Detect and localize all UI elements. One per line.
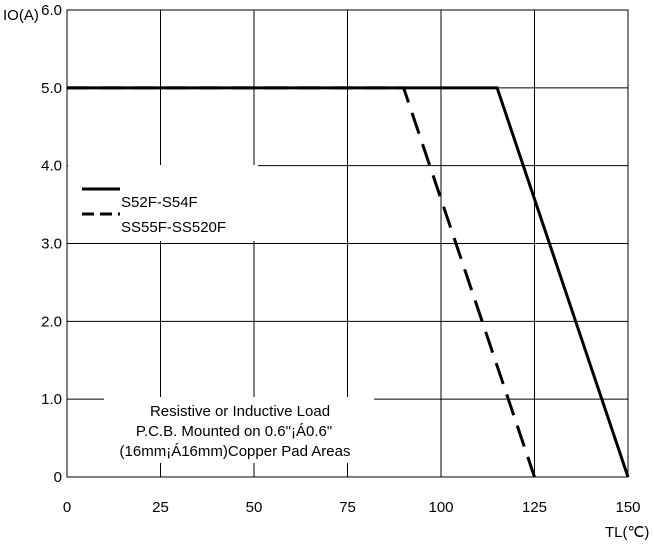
series-line-2 <box>67 86 536 478</box>
y-tick-label: 6.0 <box>41 2 62 19</box>
x-tick-label: 75 <box>339 499 356 516</box>
series-layer <box>67 86 630 478</box>
x-tick-label: 25 <box>152 499 169 516</box>
legend: S52F-S54F SS55F-SS520F <box>82 187 226 236</box>
y-tick-label: 3.0 <box>41 236 62 253</box>
y-tick-label: 5.0 <box>41 80 62 97</box>
x-axis-title: TL(℃) <box>605 524 649 541</box>
x-tick-label: 50 <box>246 499 263 516</box>
annotation: Resistive or Inductive Load P.C.B. Mount… <box>120 403 351 460</box>
y-tick-labels: 0 1.0 2.0 3.0 4.0 5.0 6.0 <box>41 2 62 486</box>
y-axis-title: IO(A) <box>3 7 39 24</box>
legend-background <box>68 165 258 241</box>
x-tick-label: 100 <box>428 499 453 516</box>
legend-label-series-2: SS55F-SS520F <box>121 219 226 236</box>
annotation-line-3: (16mm¡Á16mm)Copper Pad Areas <box>120 443 351 460</box>
y-tick-label: 4.0 <box>41 158 62 175</box>
y-tick-label: 2.0 <box>41 313 62 330</box>
y-tick-label: 0 <box>54 469 62 486</box>
x-tick-label: 125 <box>522 499 547 516</box>
y-tick-label: 1.0 <box>41 391 62 408</box>
annotation-line-2: P.C.B. Mounted on 0.6"¡Á0.6" <box>136 423 332 440</box>
x-tick-label: 150 <box>615 499 640 516</box>
legend-label-series-1: S52F-S54F <box>121 194 198 211</box>
annotation-background <box>104 397 374 463</box>
x-tick-labels: 0 25 50 75 100 125 150 <box>63 499 641 516</box>
annotation-line-1: Resistive or Inductive Load <box>150 403 330 420</box>
x-tick-label: 0 <box>63 499 71 516</box>
